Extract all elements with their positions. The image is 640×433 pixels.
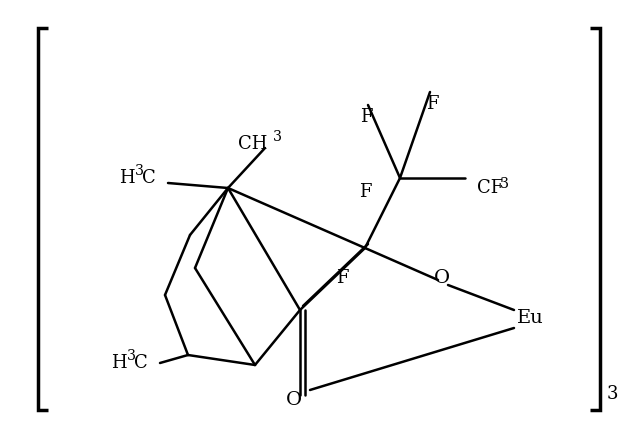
Text: O: O — [286, 391, 302, 409]
Text: CH: CH — [237, 135, 267, 153]
Text: O: O — [434, 269, 450, 287]
Text: H: H — [111, 354, 127, 372]
Text: Eu: Eu — [516, 309, 543, 327]
Text: 3: 3 — [135, 164, 144, 178]
Text: C: C — [134, 354, 148, 372]
Text: C: C — [142, 169, 156, 187]
Text: F: F — [336, 269, 348, 287]
Text: F: F — [360, 183, 372, 201]
Text: 3: 3 — [127, 349, 136, 363]
Text: H: H — [120, 169, 135, 187]
Text: F: F — [426, 95, 438, 113]
Text: CF: CF — [477, 179, 503, 197]
Text: 3: 3 — [273, 130, 282, 144]
Text: 3: 3 — [607, 385, 618, 403]
Text: 3: 3 — [500, 177, 509, 191]
Text: F: F — [360, 108, 372, 126]
